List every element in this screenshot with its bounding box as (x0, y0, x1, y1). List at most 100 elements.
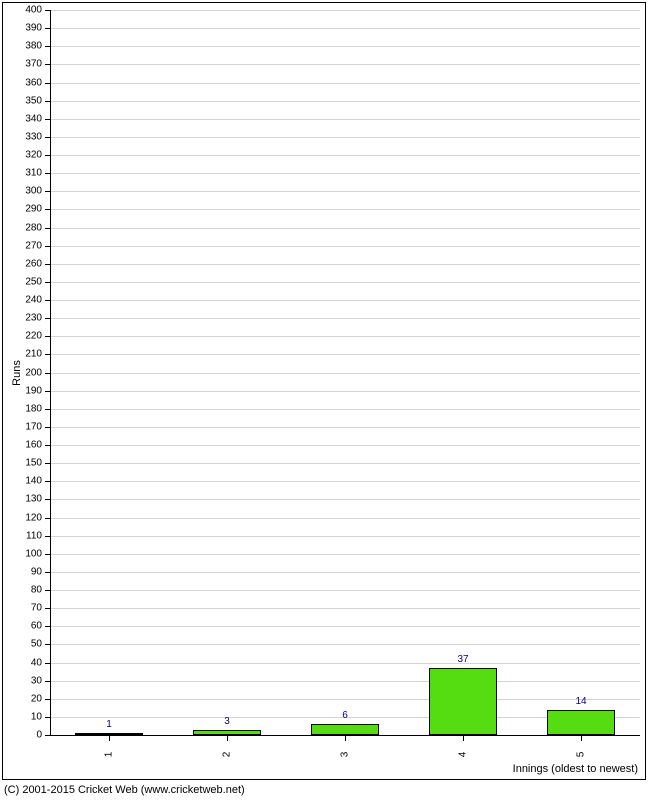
ytick-mark (45, 499, 50, 500)
bar (75, 733, 143, 735)
xtick-label: 5 (576, 745, 587, 765)
ytick-label: 10 (0, 711, 42, 722)
ytick-mark (45, 209, 50, 210)
xtick-mark (581, 736, 582, 741)
gridline (51, 663, 640, 664)
ytick-mark (45, 191, 50, 192)
bar-value-label: 37 (457, 654, 468, 665)
ytick-mark (45, 373, 50, 374)
ytick-mark (45, 354, 50, 355)
ytick-label: 320 (0, 150, 42, 161)
gridline (51, 608, 640, 609)
xtick-mark (109, 736, 110, 741)
ytick-label: 340 (0, 113, 42, 124)
gridline (51, 101, 640, 102)
ytick-label: 90 (0, 566, 42, 577)
gridline (51, 536, 640, 537)
ytick-mark (45, 626, 50, 627)
xtick-mark (227, 736, 228, 741)
ytick-mark (45, 246, 50, 247)
gridline (51, 228, 640, 229)
gridline (51, 481, 640, 482)
ytick-mark (45, 463, 50, 464)
ytick-label: 380 (0, 41, 42, 52)
bar (193, 730, 261, 735)
gridline (51, 554, 640, 555)
gridline (51, 282, 640, 283)
ytick-label: 170 (0, 421, 42, 432)
ytick-label: 230 (0, 313, 42, 324)
ytick-label: 280 (0, 222, 42, 233)
ytick-label: 140 (0, 476, 42, 487)
ytick-label: 160 (0, 440, 42, 451)
y-axis-label: Runs (11, 360, 23, 386)
ytick-mark (45, 644, 50, 645)
ytick-label: 100 (0, 548, 42, 559)
gridline (51, 209, 640, 210)
ytick-mark (45, 536, 50, 537)
ytick-mark (45, 717, 50, 718)
gridline (51, 264, 640, 265)
ytick-mark (45, 83, 50, 84)
gridline (51, 590, 640, 591)
x-axis-label: Innings (oldest to newest) (513, 763, 638, 775)
gridline (51, 10, 640, 11)
gridline (51, 300, 640, 301)
xtick-label: 2 (222, 745, 233, 765)
gridline (51, 626, 640, 627)
xtick-label: 1 (104, 745, 115, 765)
gridline (51, 681, 640, 682)
ytick-label: 390 (0, 23, 42, 34)
ytick-mark (45, 590, 50, 591)
ytick-label: 20 (0, 693, 42, 704)
gridline (51, 391, 640, 392)
ytick-mark (45, 119, 50, 120)
ytick-label: 130 (0, 494, 42, 505)
ytick-label: 0 (0, 730, 42, 741)
ytick-mark (45, 10, 50, 11)
ytick-label: 310 (0, 168, 42, 179)
ytick-mark (45, 735, 50, 736)
gridline (51, 137, 640, 138)
ytick-label: 350 (0, 95, 42, 106)
xtick-label: 4 (458, 745, 469, 765)
ytick-label: 210 (0, 349, 42, 360)
ytick-label: 370 (0, 59, 42, 70)
ytick-mark (45, 318, 50, 319)
ytick-mark (45, 663, 50, 664)
ytick-label: 400 (0, 5, 42, 16)
gridline (51, 46, 640, 47)
gridline (51, 644, 640, 645)
gridline (51, 155, 640, 156)
ytick-label: 240 (0, 295, 42, 306)
gridline (51, 318, 640, 319)
ytick-mark (45, 228, 50, 229)
ytick-label: 70 (0, 603, 42, 614)
bar-value-label: 14 (575, 696, 586, 707)
ytick-label: 260 (0, 258, 42, 269)
ytick-mark (45, 64, 50, 65)
ytick-mark (45, 137, 50, 138)
ytick-label: 80 (0, 585, 42, 596)
gridline (51, 445, 640, 446)
ytick-mark (45, 46, 50, 47)
ytick-mark (45, 481, 50, 482)
ytick-mark (45, 572, 50, 573)
ytick-mark (45, 155, 50, 156)
gridline (51, 463, 640, 464)
ytick-mark (45, 409, 50, 410)
ytick-mark (45, 608, 50, 609)
ytick-mark (45, 391, 50, 392)
gridline (51, 373, 640, 374)
gridline (51, 83, 640, 84)
ytick-mark (45, 101, 50, 102)
gridline (51, 191, 640, 192)
gridline (51, 518, 640, 519)
ytick-label: 60 (0, 621, 42, 632)
ytick-label: 150 (0, 458, 42, 469)
ytick-label: 220 (0, 331, 42, 342)
bar (311, 724, 379, 735)
gridline (51, 427, 640, 428)
ytick-mark (45, 173, 50, 174)
ytick-mark (45, 699, 50, 700)
